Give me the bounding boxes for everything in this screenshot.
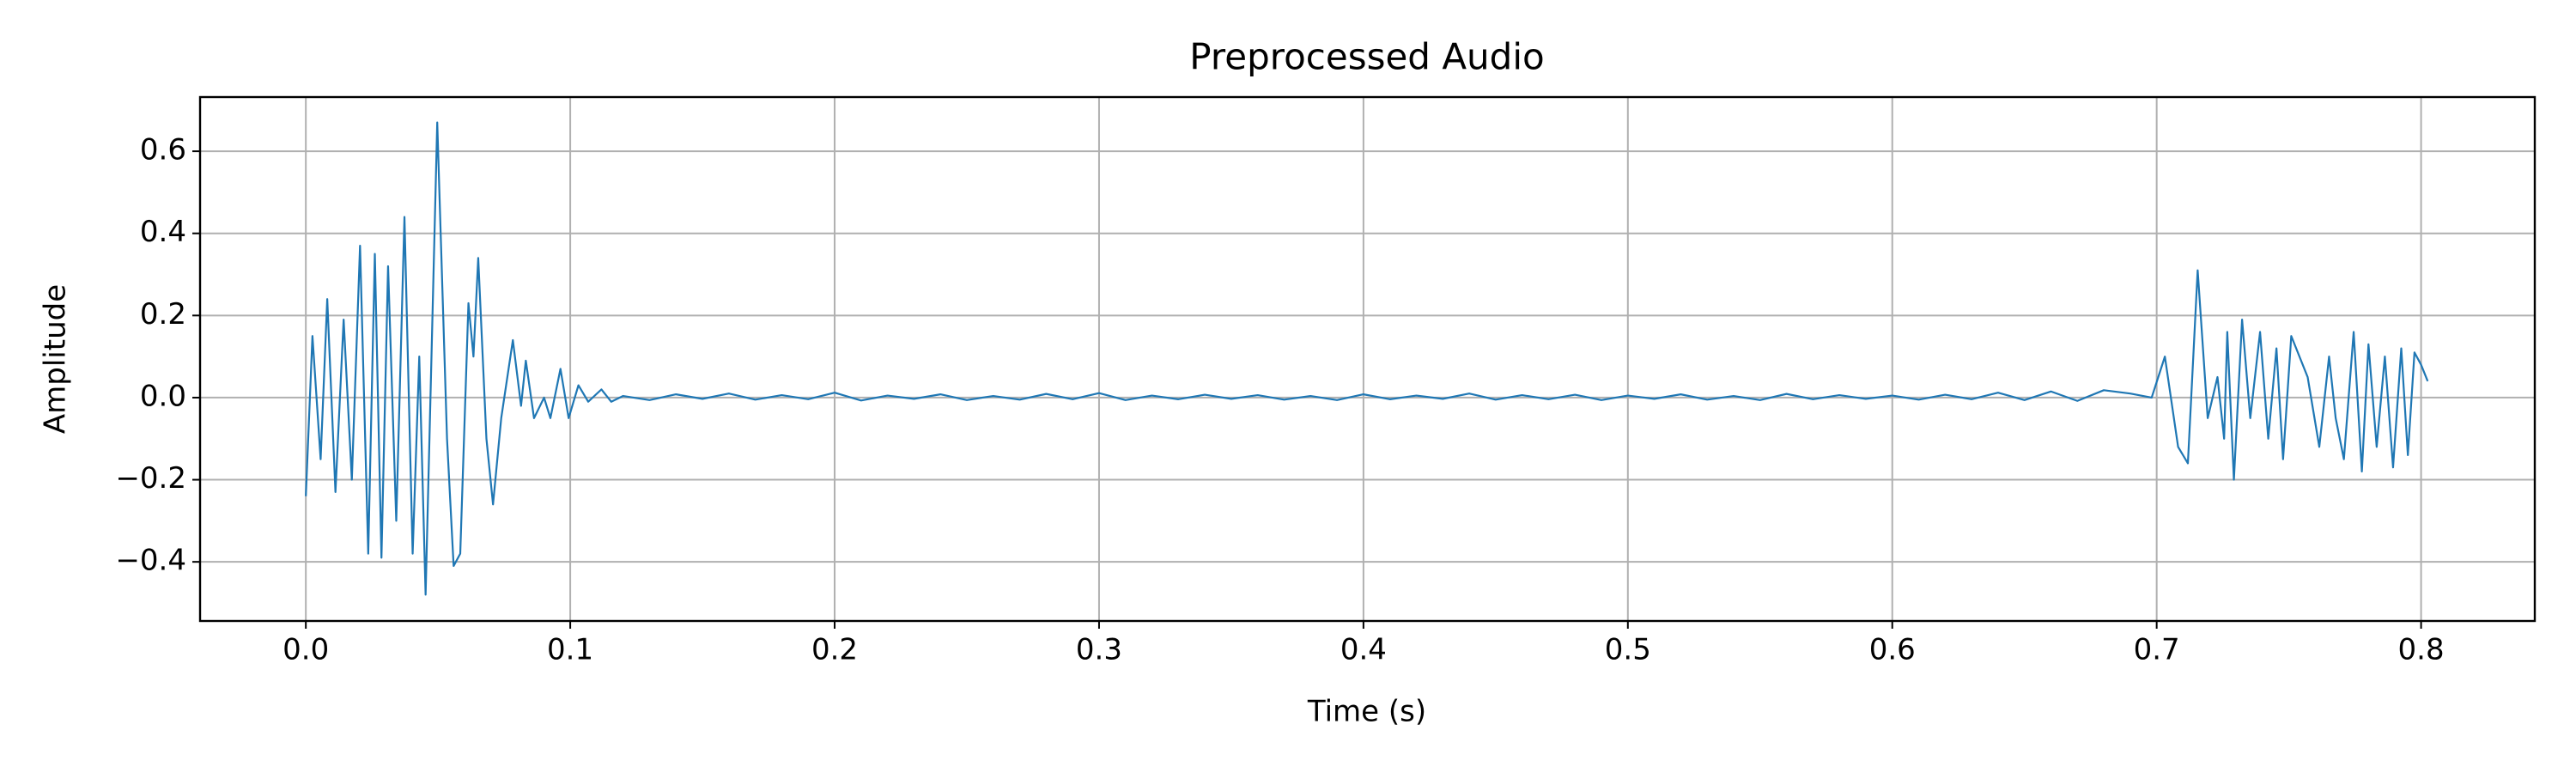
waveform-line — [305, 121, 2429, 596]
plot-frame — [198, 95, 2537, 623]
x-tick-label: 0.3 — [1076, 633, 1122, 667]
x-tick-label: 0.1 — [547, 633, 593, 667]
x-tick-label: 0.0 — [283, 633, 329, 667]
y-tick-label: −0.4 — [115, 544, 186, 578]
y-tick-label: 0.4 — [140, 215, 186, 249]
y-tick-label: 0.6 — [140, 133, 186, 167]
x-tick-label: 0.2 — [811, 633, 858, 667]
x-axis-label: Time (s) — [1307, 695, 1426, 729]
chart-title: Preprocessed Audio — [1189, 36, 1544, 78]
x-tick-label: 0.8 — [2398, 633, 2445, 667]
y-axis-label: Amplitude — [39, 284, 73, 434]
y-tick-label: 0.2 — [140, 297, 186, 332]
x-tick-label: 0.4 — [1340, 633, 1387, 667]
y-tick-label: −0.2 — [115, 461, 186, 496]
y-tick-label: 0.0 — [140, 379, 186, 413]
x-tick-label: 0.7 — [2134, 633, 2180, 667]
x-tick-label: 0.6 — [1869, 633, 1916, 667]
x-tick-label: 0.5 — [1605, 633, 1651, 667]
